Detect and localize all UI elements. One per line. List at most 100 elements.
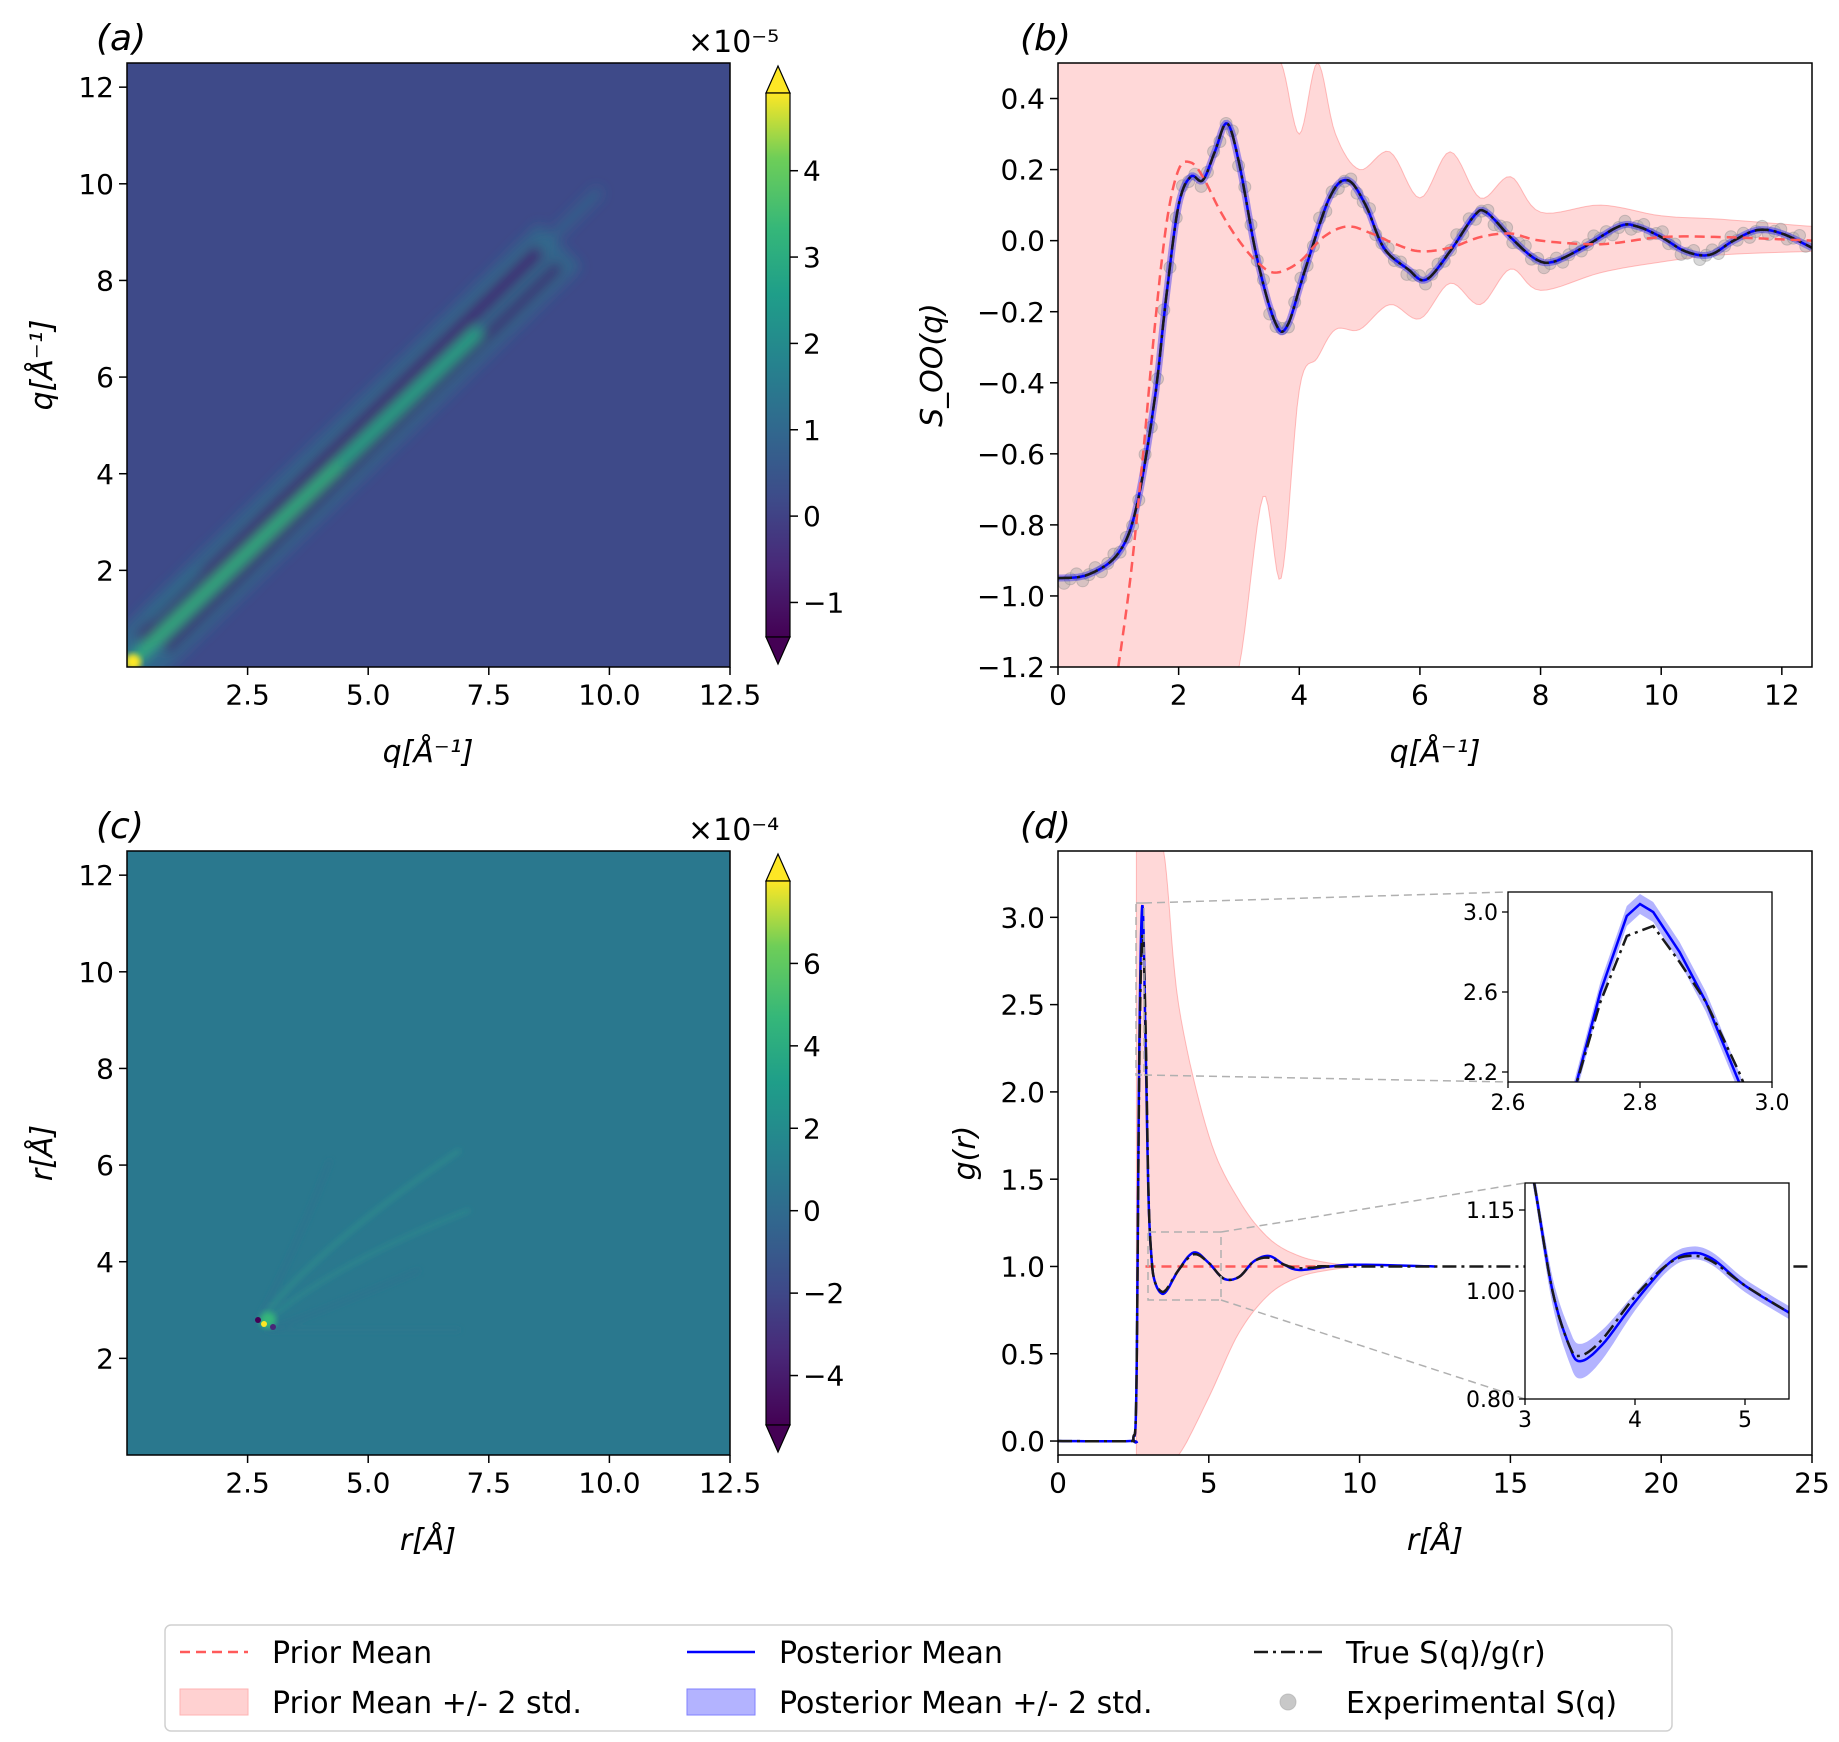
inset1-xtick-label-2: 3.0 [1755,1091,1790,1116]
inset1-xtick-label-1: 2.8 [1623,1091,1658,1116]
c-ytick-label-5: 12 [78,859,114,892]
panel-c: (c) 2.5 5.0 7.5 10.0 12.5 2 4 6 8 10 12 r[Å] r[Å]… [24,806,844,1558]
b-xtick-label-3: 6 [1411,678,1429,711]
axis-d-xlabel: r[Å] [1407,1522,1463,1558]
b-ytick-label-6: 0.0 [1000,225,1045,258]
axis-b-x: 0 2 4 6 8 10 12 [1049,667,1800,711]
c-ytick-label-4: 10 [78,956,114,989]
prior-band-b [1058,63,1812,667]
a-ytick-label-2: 6 [96,361,114,394]
a-ytick-label-5: 12 [78,71,114,104]
a-xtick-label-0: 2.5 [225,678,270,711]
inset2-ytick-label-2: 1.15 [1466,1199,1515,1224]
inset1-posterior [1575,902,1741,1082]
b-xtick-label-0: 0 [1049,678,1067,711]
panel-a-label: (a) [96,18,146,59]
posterior-mean-d [1058,904,1436,1444]
legend: Prior Mean Prior Mean +/- 2 std. Posterior… [164,1624,1673,1732]
b-ytick-label-7: 0.2 [1000,154,1045,187]
d-xtick-label-0: 0 [1049,1466,1067,1499]
colorbar-a-scale: ×10⁻⁵ [688,25,779,60]
b-ytick-label-8: 0.4 [1000,83,1045,116]
inset2-xtick-label-2: 5 [1738,1408,1752,1433]
b-ytick-label-3: −0.6 [977,438,1045,471]
legend-swatch-1 [179,1688,249,1716]
inset-d-peak: 2.6 2.8 3.0 2.2 2.6 3.0 [1463,891,1790,1116]
inset1-ytick-label-2: 3.0 [1463,901,1498,926]
c-cbtick-label-4: 4 [803,1030,821,1063]
c-xtick-label-3: 10.0 [578,1466,640,1499]
b-xtick-label-6: 12 [1764,678,1800,711]
a-xtick-label-4: 12.5 [699,678,761,711]
legend-label-1: Prior Mean +/- 2 std. [272,1686,582,1721]
a-cbtick-label-2: 1 [803,414,821,447]
panel-c-label: (c) [96,806,144,847]
d-xtick-label-3: 15 [1493,1466,1529,1499]
legend-label-2: Posterior Mean [779,1636,1003,1671]
zoom-connectors [1135,891,1526,1400]
true-d [1058,933,1812,1444]
true-b [1058,122,1812,580]
b-ytick-label-2: −0.8 [977,509,1045,542]
d-ytick-label-2: 1.0 [1000,1251,1045,1284]
d-ytick-label-6: 3.0 [1000,901,1045,934]
legend-swatch-5 [1279,1693,1297,1711]
inset1-band [1574,894,1743,1082]
a-ytick-label-4: 10 [78,168,114,201]
colorbar-c-scale: ×10⁻⁴ [688,813,779,848]
b-xtick-label-2: 4 [1290,678,1308,711]
d-ytick-label-0: 0.0 [1000,1425,1045,1458]
d-xtick-label-4: 20 [1643,1466,1679,1499]
a-xtick-label-2: 7.5 [467,678,512,711]
c-cbtick-label-2: 0 [803,1195,821,1228]
axis-d-x: 0 5 10 15 20 25 [1049,1455,1830,1499]
a-ytick-label-0: 2 [96,554,114,587]
c-ytick-label-2: 6 [96,1149,114,1182]
axis-a-x: 2.5 5.0 7.5 10.0 12.5 [225,667,761,711]
inset2-posterior [1532,1183,1789,1363]
a-cbtick-label-1: 0 [803,500,821,533]
exp-point-73 [1512,236,1526,250]
c-cbtick-label-5: 6 [803,947,821,980]
axis-c-y: 2 4 6 8 10 12 [78,859,127,1375]
axis-a-y: 2 4 6 8 10 12 [78,71,127,587]
heatmap-c-image [127,851,730,1455]
c-ytick-label-3: 8 [96,1053,114,1086]
inset1-ytick-label-1: 2.6 [1463,981,1498,1006]
inset2-true [1532,1183,1789,1358]
b-xtick-label-4: 8 [1532,678,1550,711]
c-ytick-label-1: 4 [96,1246,114,1279]
d-xtick-label-1: 5 [1200,1466,1218,1499]
panel-b: (b) 0 2 4 6 8 10 12 −1.2 −1.0 −0.8 −0.6 −0.4 −0.2 0.… [915,18,1813,770]
axis-c-ylabel: r[Å] [24,1125,60,1181]
c-xtick-label-2: 7.5 [467,1466,512,1499]
inset1-ytick-label-0: 2.2 [1463,1061,1498,1086]
c-cbtick-label-3: 2 [803,1112,821,1145]
axis-b-xlabel: q[Å⁻¹] [1390,734,1481,770]
a-ytick-label-1: 4 [96,458,114,491]
prior-mean-b [1117,160,1812,667]
legend-label-4: True S(q)/g(r) [1345,1636,1546,1671]
d-ytick-label-5: 2.5 [1000,989,1045,1022]
c-ytick-label-0: 2 [96,1342,114,1375]
d-ytick-label-3: 1.5 [1000,1163,1045,1196]
heatmap-a-image [127,63,730,667]
legend-swatch-3 [686,1688,756,1716]
prior-band-d [1135,851,1360,1455]
colorbar-c: −4 −2 0 2 4 6 ×10⁻⁴ [688,813,844,1454]
inset2-xtick-label-0: 3 [1518,1408,1532,1433]
exp-point-60 [1431,257,1445,271]
panel-d: (d) 0 5 10 15 20 25 0.0 0.5 1.0 1.5 2.0 2.5 3.0 r[Å… [948,806,1830,1558]
legend-label-0: Prior Mean [272,1636,432,1671]
b-xtick-label-1: 2 [1170,678,1188,711]
colorbar-a: −1 0 1 2 3 4 ×10⁻⁵ [688,25,844,666]
a-cbtick-label-3: 2 [803,327,821,360]
b-ytick-label-5: −0.2 [977,296,1045,329]
legend-label-5: Experimental S(q) [1346,1686,1617,1721]
inset-d-oscillation: 3 4 5 0.80 1.00 1.15 [1466,1182,1790,1433]
inset2-ytick-label-0: 0.80 [1466,1388,1515,1413]
d-ytick-label-4: 2.0 [1000,1076,1045,1109]
axis-c-x: 2.5 5.0 7.5 10.0 12.5 [225,1455,761,1499]
